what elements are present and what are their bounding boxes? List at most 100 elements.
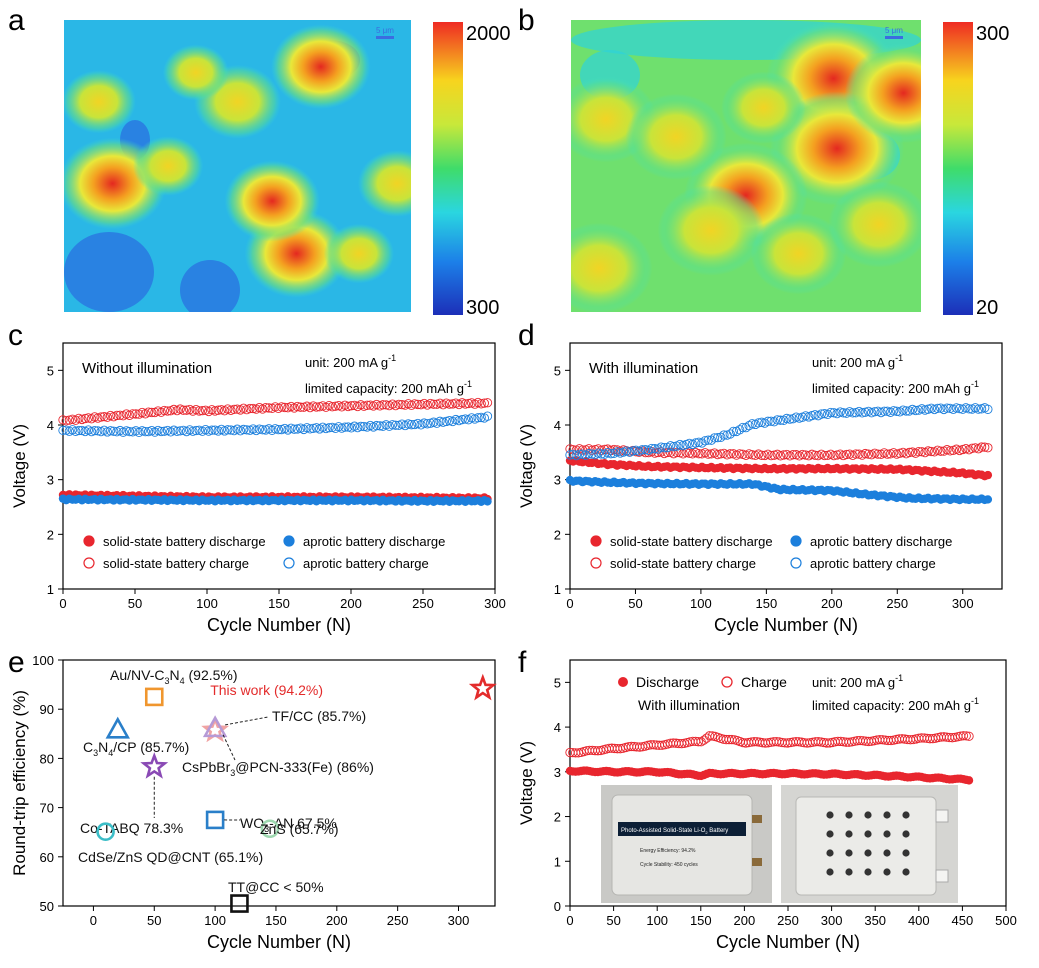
chart-d-xtick-label: 150: [756, 596, 778, 611]
chart-c-point: [330, 401, 341, 411]
chart-e-point-label: Co-TABQ 78.3%: [80, 820, 183, 836]
chart-c-legend-marker: [83, 557, 95, 569]
chart-d-point: [719, 430, 729, 440]
chart-d-legend-marker: [790, 535, 802, 547]
chart-c-point: [191, 425, 201, 436]
chart-d-point: [637, 445, 647, 455]
heatmap-b: [571, 20, 921, 312]
chart-d-xtick-label: 0: [566, 596, 573, 611]
heatmap-a-lowzone-1: [180, 260, 240, 312]
chart-d-point: [826, 407, 836, 418]
chart-d-point: [700, 436, 710, 446]
chart-d-unit: unit: 200 mA g-1: [812, 353, 903, 370]
chart-e-ytick-label: 60: [40, 850, 54, 865]
chart-c-point: [394, 399, 404, 410]
chart-d-point: [788, 450, 798, 460]
chart-f-point: [964, 731, 974, 741]
battery-card-title: Photo-Assisted Solid-State Li-O2 Battery: [621, 828, 728, 835]
chart-d-ytick-label: 4: [554, 418, 561, 433]
chart-d-point: [879, 406, 889, 416]
chart-f-unit-text: unit: 200 mA g: [812, 675, 895, 690]
chart-d-point: [694, 437, 704, 447]
chart-e-point-label: Au/NV-C3N4 (92.5%): [110, 667, 238, 686]
chart-d-point: [684, 448, 695, 458]
chart-c-point: [121, 426, 132, 436]
chart-c-point: [482, 411, 493, 421]
chart-c-unit: unit: 200 mA g-1: [305, 353, 396, 370]
heatmap-hotspot-2: [844, 43, 921, 143]
chart-e-point-label-part: 3: [164, 676, 169, 686]
chart-c-point: [343, 422, 353, 432]
chart-d-point: [744, 420, 754, 431]
chart-d-point: [838, 408, 848, 418]
chart-c-point: [181, 405, 192, 415]
battery-card-line2: Cycle Stability: 450 cycles: [640, 862, 698, 868]
chart-d-point: [857, 408, 867, 418]
chart-c-point: [289, 424, 299, 434]
chart-c-legend-marker: [83, 535, 95, 547]
chart-c-frame: [62, 342, 496, 590]
chart-d-ytick-label: 5: [554, 363, 561, 378]
chart-d-legend-label: solid-state battery charge: [610, 556, 756, 571]
chart-d-point: [725, 429, 735, 439]
chart-e-xtick-label: 100: [204, 913, 226, 928]
chart-e-point-label: This work (94.2%): [210, 682, 323, 698]
chart-c-point: [448, 416, 458, 427]
chart-c-point: [131, 409, 141, 419]
chart-e-ylabel: Round-trip efficiency (%): [10, 690, 29, 876]
chart-d-point: [606, 449, 616, 459]
chart-c-point: [93, 426, 103, 436]
battery-hole: [826, 811, 834, 819]
chart-c-point: [362, 400, 372, 410]
chart-f-point: [958, 731, 969, 741]
chart-d-capacity-text: limited capacity: 200 mAh g: [812, 381, 971, 396]
chart-f-xtick-label: 150: [690, 913, 712, 928]
chart-d-point: [942, 403, 952, 413]
chart-c-point: [213, 405, 223, 415]
chart-c-point: [371, 420, 382, 431]
chart-f-xtick-label: 50: [606, 913, 620, 928]
chart-f-xtick-label: 0: [566, 913, 573, 928]
chart-c-ytick-label: 2: [47, 527, 54, 542]
battery-hole: [883, 830, 891, 838]
chart-e-point-label: TF/CC (85.7%): [272, 708, 366, 724]
battery-hole: [864, 849, 872, 857]
chart-e-point-label-part: N: [98, 739, 108, 755]
chart-d-point: [669, 441, 679, 452]
battery-hole: [826, 868, 834, 876]
battery-hole: [845, 830, 853, 838]
chart-d-xtick-label: 250: [886, 596, 908, 611]
chart-f-unit-sup: -1: [895, 673, 903, 683]
chart-d-xtick-label: 100: [690, 596, 712, 611]
chart-f-capacity-sup: -1: [971, 696, 979, 706]
chart-e-frame: [62, 659, 496, 907]
chart-d-ytick-label: 1: [554, 582, 561, 597]
chart-d-point: [778, 450, 789, 460]
chart-d-point: [863, 449, 874, 459]
chart-d-point: [848, 408, 858, 418]
chart-d-point: [775, 415, 786, 425]
chart-d-point: [932, 403, 943, 414]
chart-e-point-label-part: C: [83, 739, 93, 755]
battery-card-title-sub: 2: [705, 830, 708, 835]
chart-c-point: [387, 420, 398, 430]
chart-c-annotation: Without illumination: [82, 360, 212, 377]
chart-e-point-label-part: 3: [93, 748, 98, 758]
heatmap-hotspot-5: [64, 70, 136, 134]
chart-d-point: [926, 446, 936, 457]
chart-d-point: [983, 404, 993, 414]
chart-e-point-star: [468, 673, 497, 701]
heatmap-hotspot-9: [828, 181, 921, 268]
chart-d-point: [983, 443, 993, 453]
colorbar-b-max: 300: [976, 23, 1009, 45]
chart-c-point: [245, 403, 255, 414]
chart-e-leader: [225, 716, 269, 726]
chart-f-point: [727, 734, 737, 745]
chart-d-xtick-label: 300: [952, 596, 974, 611]
chart-e-xtick-label: 0: [90, 913, 97, 928]
chart-e-point-circle: [96, 822, 115, 842]
chart-d-point: [766, 450, 776, 461]
chart-c-point: [188, 426, 198, 436]
chart-c-point: [276, 402, 287, 412]
chart-e-ytick-label: 70: [40, 801, 54, 816]
